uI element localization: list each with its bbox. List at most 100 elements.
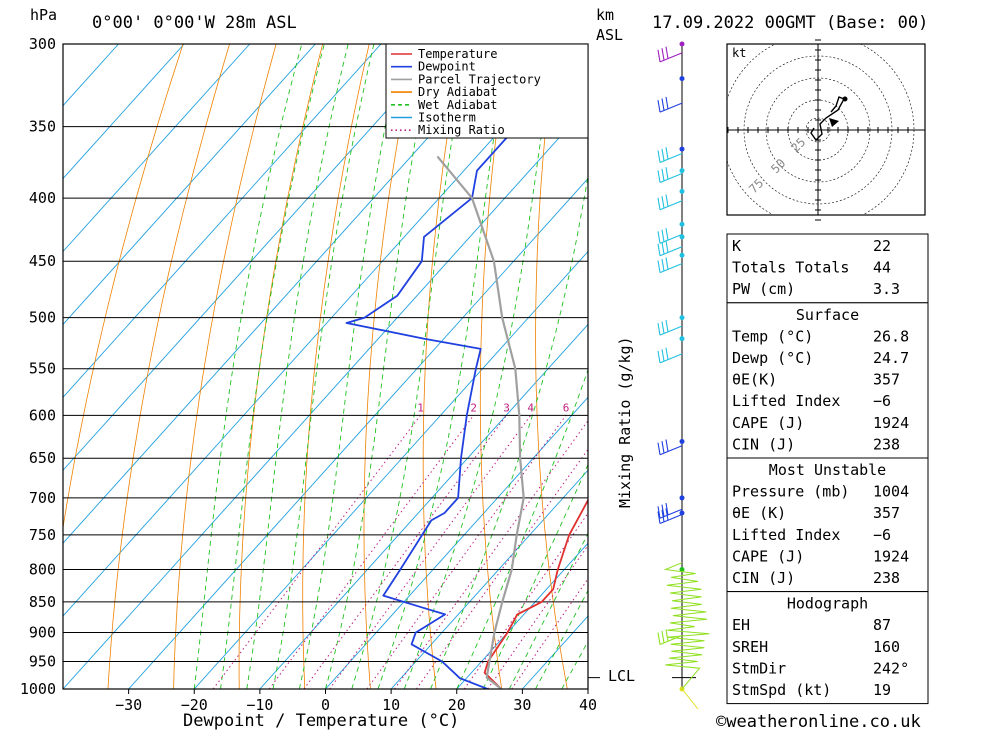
isotherm-line [194, 44, 775, 689]
legend-label: Mixing Ratio [418, 123, 505, 137]
profiles [347, 44, 710, 689]
wind-column [588, 42, 709, 710]
most-unstable-indices-value: 357 [873, 504, 900, 522]
wind-level-dot [680, 168, 685, 173]
wind-barb [658, 241, 682, 256]
isotherm-line [0, 44, 512, 689]
hodograph-indices-value: 160 [873, 638, 900, 656]
asl-unit-label: ASL [596, 26, 623, 44]
mixing-ratio-label: 3 [503, 401, 510, 414]
pressure-tick-label: 1000 [20, 680, 56, 698]
mixing-ratio-line [213, 415, 420, 689]
dry-adiabat-line [974, 44, 1000, 689]
pressure-tick-label: 950 [29, 653, 56, 671]
most-unstable-indices-label: Pressure (mb) [732, 483, 849, 501]
wind-barb [658, 47, 682, 62]
wind-barb [658, 195, 682, 210]
hodograph-unit-label: kt [732, 46, 746, 60]
hodograph-indices-label: EH [732, 616, 750, 634]
wind-barb [658, 97, 682, 112]
surface-indices-label: Dewp (°C) [732, 349, 813, 367]
mixing-ratio-line [488, 415, 680, 689]
wet-adiabat-line [483, 44, 735, 689]
dry-adiabat-line [641, 44, 699, 689]
hodograph-top-point [843, 97, 848, 102]
wet-adiabat-line [431, 44, 609, 689]
pressure-tick-label: 550 [29, 360, 56, 378]
legend: TemperatureDewpointParcel TrajectoryDry … [386, 44, 588, 138]
wet-adiabat-line [194, 44, 301, 689]
mixing-ratio-line [269, 415, 473, 689]
surface-indices-title: Surface [796, 306, 859, 324]
surface-indices-value: 26.8 [873, 327, 909, 345]
general-indices-value: 44 [873, 259, 891, 277]
pressure-tick-label: 650 [29, 449, 56, 467]
isotherm-line [0, 44, 381, 689]
location-title: 0°00' 0°00'W 28m ASL [92, 13, 297, 33]
indices-panel: K 22Totals Totals 44PW (cm) 3.3SurfaceTemp … [727, 234, 928, 704]
surface-wind-barb [682, 689, 698, 709]
x-tick-label: 30 [513, 696, 531, 714]
isotherm-line [63, 44, 644, 689]
mixing-ratio-label: 1 [417, 401, 424, 414]
surface-indices-label: θE(K) [732, 371, 777, 389]
pressure-tick-label: 300 [29, 35, 56, 53]
most-unstable-indices-label: θE (K) [732, 504, 786, 522]
pressure-tick-label: 600 [29, 406, 56, 424]
wind-level-dot [680, 439, 685, 444]
most-unstable-indices-value: 1004 [873, 483, 909, 501]
hodograph-indices-value: 242° [873, 659, 909, 677]
hodograph: kt 255075 [722, 34, 925, 226]
wet-adiabat-line [352, 44, 468, 689]
surface-indices-label: Lifted Index [732, 392, 840, 410]
surface-indices-value: 238 [873, 435, 900, 453]
most-unstable-indices-value: −6 [873, 526, 891, 544]
mixing-ratio-line [512, 415, 703, 689]
most-unstable-indices-label: CIN (J) [732, 569, 795, 587]
lcl-label: LCL [608, 667, 635, 685]
wind-barb [658, 440, 682, 455]
copyright: ©weatheronline.co.uk [716, 712, 921, 732]
pressure-tick-label: 750 [29, 526, 56, 544]
mixing-ratio-line [330, 415, 531, 689]
most-unstable-indices-label: CAPE (J) [732, 547, 804, 565]
wind-barb [658, 348, 682, 363]
mixing-ratio-label: 6 [563, 401, 570, 414]
wind-level-dot [680, 315, 685, 320]
wind-barb [658, 228, 682, 243]
surface-indices-value: 357 [873, 371, 900, 389]
pressure-tick-label: 850 [29, 593, 56, 611]
x-tick-label: 40 [579, 696, 597, 714]
surface-indices-value: 24.7 [873, 349, 909, 367]
most-unstable-indices-value: 1924 [873, 547, 909, 565]
wind-barb [658, 257, 682, 272]
hodograph-indices-title: Hodograph [787, 595, 868, 613]
datetime-title: 17.09.2022 00GMT (Base: 00) [652, 13, 928, 33]
general-indices-label: K [732, 237, 741, 255]
pressure-tick-label: 450 [29, 252, 56, 270]
wind-level-dot [680, 189, 685, 194]
x-axis-label: Dewpoint / Temperature (°C) [183, 711, 459, 731]
general-indices-value: 22 [873, 237, 891, 255]
wet-adiabat-line [457, 44, 669, 689]
wind-level-dot [680, 222, 685, 227]
pressure-tick-label: 700 [29, 489, 56, 507]
mixing-ratio-line [367, 415, 566, 689]
mixing-ratio-label: 2 [470, 401, 477, 414]
x-tick-label: −30 [115, 696, 142, 714]
hpa-unit-label: hPa [30, 6, 57, 24]
isotherm-line [0, 44, 447, 689]
mixing-ratio-line [304, 415, 507, 689]
most-unstable-indices-title: Most Unstable [769, 461, 886, 479]
surface-indices-value: 1924 [873, 414, 909, 432]
km-unit-label: km [596, 6, 614, 24]
general-indices-label: PW (cm) [732, 280, 795, 298]
isotherm-line [0, 44, 578, 689]
surface-indices-label: CAPE (J) [732, 414, 804, 432]
general-indices-value: 3.3 [873, 280, 900, 298]
dry-adiabat-line [423, 44, 462, 689]
low-level-wind-trace [665, 563, 709, 689]
wind-barb [658, 167, 682, 182]
